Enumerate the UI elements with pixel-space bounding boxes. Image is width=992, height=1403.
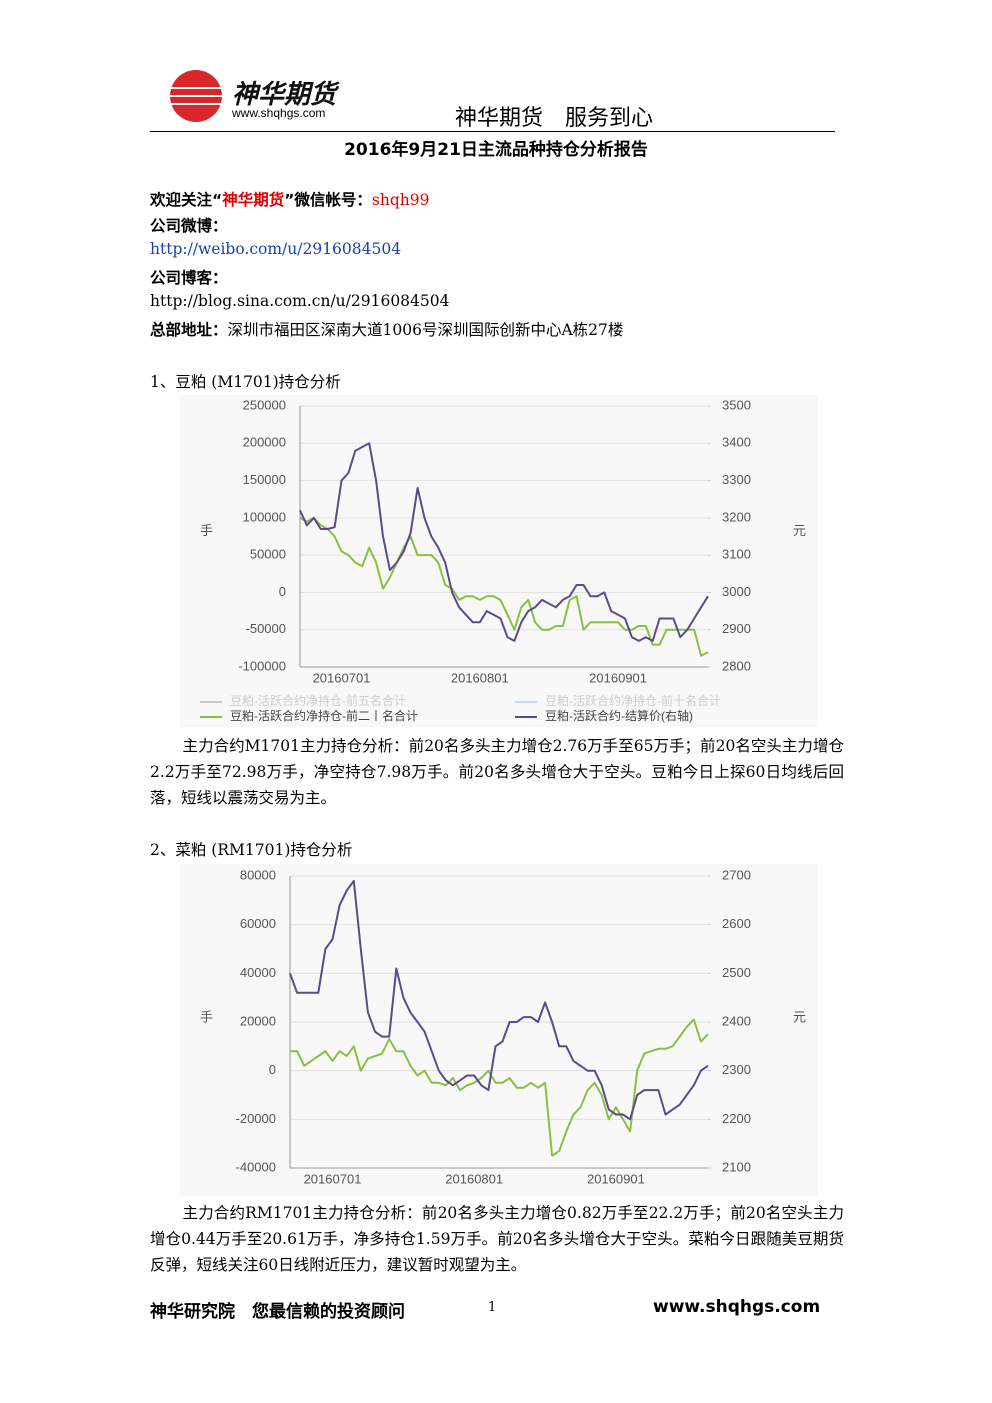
legend-label: 豆粕-活跃合约-结算价(右轴): [545, 708, 693, 723]
x-tick-label: 20160701: [304, 1171, 362, 1186]
x-tick-label: 20160901: [587, 1171, 645, 1186]
x-tick-label: 20160701: [313, 670, 371, 685]
y2-tick-label: 3100: [722, 547, 751, 562]
y-tick-label: 250000: [243, 397, 286, 412]
x-tick-label: 20160801: [451, 670, 509, 685]
text: 深圳市福田区深南大道1006号深圳国际创新中心A栋27楼: [227, 321, 624, 339]
y-tick-label: -100000: [238, 658, 286, 673]
address: 总部地址：深圳市福田区深南大道1006号深圳国际创新中心A栋27楼: [150, 318, 623, 340]
y-tick-label: 60000: [240, 916, 276, 931]
y2-tick-label: 3300: [722, 472, 751, 487]
paragraph: 主力合约RM1701主力持仓分析：前20名多头主力增仓0.82万手至22.2万手…: [150, 1204, 844, 1274]
logo-name: 神华期货: [232, 80, 337, 110]
y2-tick-label: 2900: [722, 621, 751, 636]
y2-tick-label: 2700: [722, 867, 751, 882]
y2-tick-label: 2400: [722, 1013, 751, 1028]
y2-tick-label: 2500: [722, 965, 751, 980]
x-tick-label: 20160801: [445, 1171, 503, 1186]
y-tick-label: 20000: [240, 1013, 276, 1028]
series-line: [299, 516, 709, 657]
y-tick-label: 150000: [243, 472, 286, 487]
y2-tick-label: 3000: [722, 584, 751, 599]
legend-label: 豆粕-活跃合约净持仓-前二丨名合计: [230, 708, 418, 723]
label: 公司博客：: [150, 269, 228, 287]
y-tick-label: 0: [279, 584, 286, 599]
y2-tick-label: 2600: [722, 916, 751, 931]
label: 总部地址：: [150, 321, 228, 339]
y-axis-label: 手: [200, 1009, 213, 1024]
slogan: 神华期货 服务到心: [455, 106, 654, 131]
weibo-link[interactable]: http://weibo.com/u/2916084504: [150, 240, 402, 258]
title: 2016年9月21日主流品种持仓分析报告: [344, 140, 648, 160]
welcome: 欢迎关注“神华期货”微信帐号：shqh99: [150, 188, 429, 210]
account-name: 神华期货: [222, 191, 285, 209]
y2-tick-label: 3500: [722, 397, 751, 412]
y-axis-label: 手: [200, 523, 213, 538]
chart: -40000 -20000 0 20000 40000 60000 80000 2100 220…: [180, 864, 818, 1196]
y2-tick-label: 3200: [722, 509, 751, 524]
series-line: [299, 442, 709, 642]
blog-url: http://blog.sina.com.cn/u/2916084504: [150, 292, 450, 310]
y2-tick-label: 3400: [722, 435, 751, 450]
y-tick-label: 80000: [240, 867, 276, 882]
section-heading: 2、菜粕 (RM1701)持仓分析: [150, 841, 353, 859]
legend-label: 豆粕-活跃合约净持仓-前五名合计: [230, 693, 406, 708]
footer-right: www.shqhgs.com: [653, 1297, 821, 1317]
y2-tick-label: 2200: [722, 1111, 751, 1126]
y2-tick-label: 2800: [722, 658, 751, 673]
y-tick-label: -40000: [236, 1159, 276, 1174]
series-line: [289, 879, 709, 1121]
logo-mark: [170, 70, 222, 122]
y2-axis-label: 元: [793, 1009, 806, 1024]
y-tick-label: 50000: [250, 547, 286, 562]
page-number: 1: [488, 1300, 497, 1315]
footer-left: 神华研究院 您最信赖的投资顾问: [150, 1302, 405, 1322]
y-tick-label: -20000: [236, 1111, 276, 1126]
y2-axis-label: 元: [793, 523, 806, 538]
y2-tick-label: 2100: [722, 1159, 751, 1174]
header-rule: [150, 131, 835, 132]
label: 公司微博：: [150, 217, 228, 235]
logo-url: www.shqhgs.com: [232, 106, 326, 120]
y-tick-label: -50000: [246, 621, 286, 636]
text: 欢迎关注“: [150, 191, 223, 209]
account-id: shqh99: [371, 191, 430, 209]
section-heading: 1、豆粕 (M1701)持仓分析: [150, 373, 341, 391]
legend-label: 豆粕-活跃合约净持仓-前十名合计: [545, 693, 721, 708]
y-tick-label: 0: [269, 1062, 276, 1077]
x-tick-label: 20160901: [589, 670, 647, 685]
chart: -100000 -50000 0 50000 100000 150000 200000 250…: [180, 395, 818, 727]
y2-tick-label: 2300: [722, 1062, 751, 1077]
text: ”微信帐号：: [284, 191, 372, 209]
y-tick-label: 40000: [240, 965, 276, 980]
paragraph: 主力合约M1701主力持仓分析：前20名多头主力增仓2.76万手至65万手；前2…: [150, 737, 844, 807]
y-tick-label: 200000: [243, 435, 286, 450]
y-tick-label: 100000: [243, 509, 286, 524]
series-line: [290, 1018, 709, 1157]
